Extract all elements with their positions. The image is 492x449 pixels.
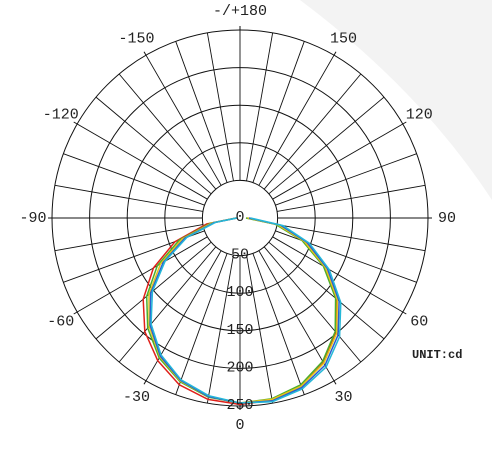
theta-tick-label: 60 [410,313,428,330]
theta-tick [143,51,147,56]
r-tick-label: 100 [226,284,253,301]
r-tick-label: 0 [235,209,244,226]
theta-tick-label: 30 [334,389,352,406]
theta-tick [333,51,337,56]
r-tick-label: 250 [226,397,253,414]
unit-label: UNIT:cd [412,348,462,362]
theta-tick [333,380,337,385]
theta-tick [143,380,147,385]
ring [89,67,391,369]
theta-tick [402,311,407,315]
theta-tick [402,121,407,125]
theta-tick-label: 90 [438,210,456,227]
r-tick-label: 200 [226,359,253,376]
theta-tick-label: -120 [43,106,79,123]
theta-tick [73,311,78,315]
theta-tick-label: -150 [118,31,154,48]
theta-tick-label: 150 [330,31,357,48]
ring [126,104,354,332]
theta-tick [73,121,78,125]
theta-tick-label: -30 [123,389,150,406]
intensity-curve [150,217,342,404]
theta-tick-label: -90 [19,210,46,227]
theta-tick-label: -/+180 [213,3,267,20]
theta-tick-label: -60 [47,313,74,330]
theta-tick-label: 120 [406,106,433,123]
r-tick-label: 150 [226,322,253,339]
ring [201,179,279,257]
r-tick-label: 50 [231,247,249,264]
ring [164,142,316,294]
watermark [300,0,492,200]
theta-tick-label: 0 [235,417,244,434]
